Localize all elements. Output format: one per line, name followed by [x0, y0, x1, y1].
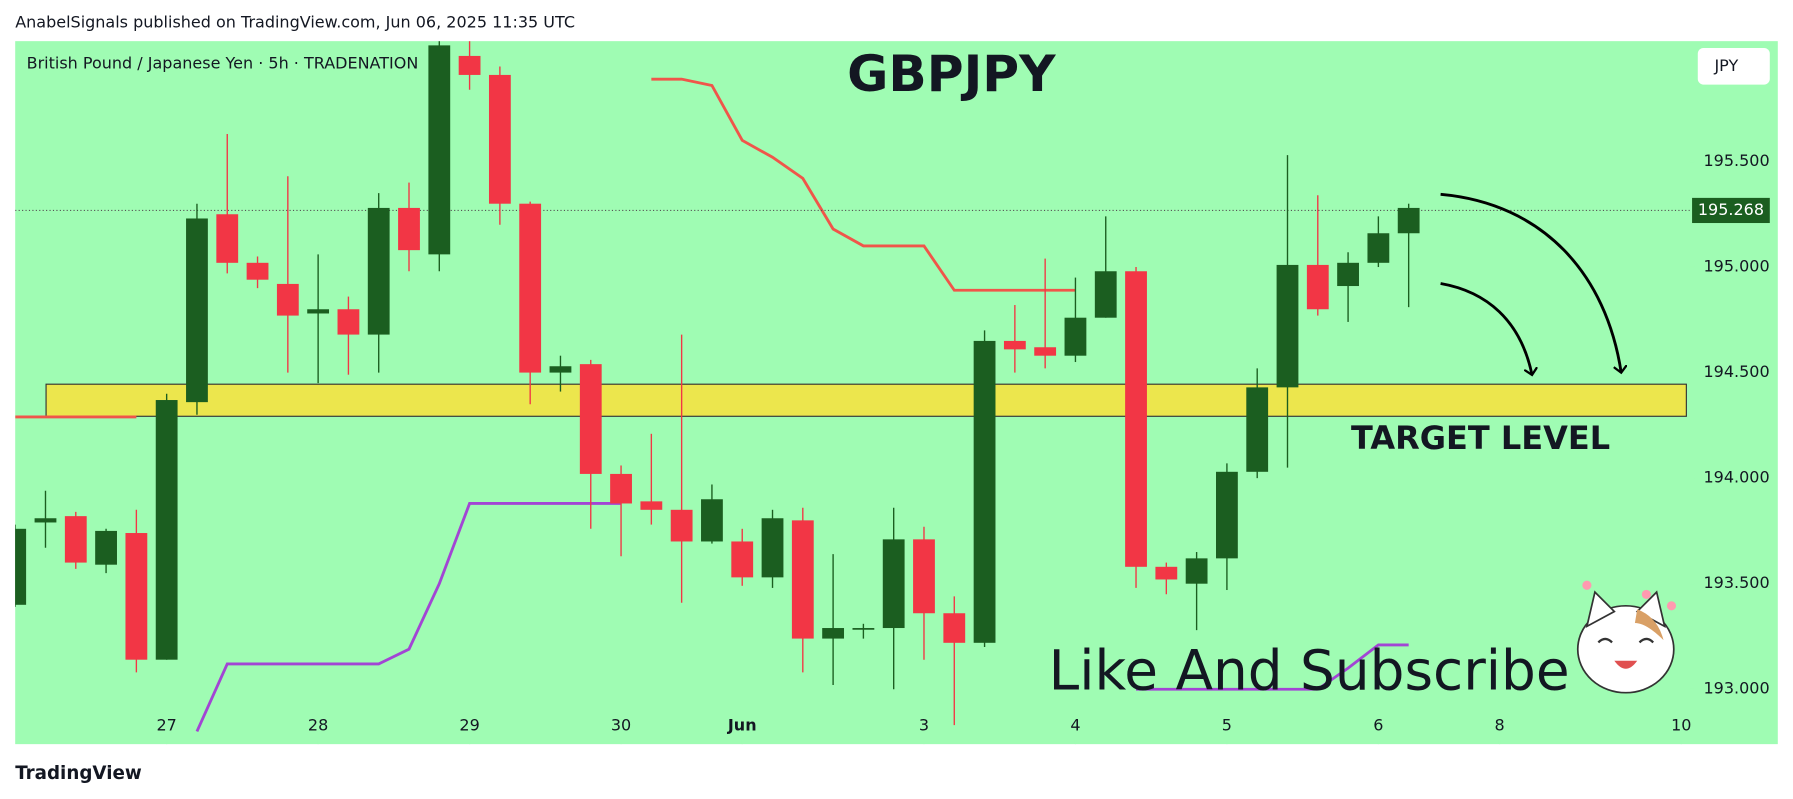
y-tick-label: 195.500	[1704, 151, 1770, 170]
candle-body	[791, 520, 814, 639]
y-tick-label: 193.000	[1704, 679, 1770, 698]
x-tick-label: 30	[611, 715, 631, 734]
candle-body	[852, 628, 875, 630]
candle-body	[943, 613, 966, 643]
candle-body	[64, 516, 87, 563]
candle-body	[488, 74, 511, 204]
x-tick-label: 6	[1373, 715, 1383, 734]
x-tick-label: 4	[1070, 715, 1080, 734]
currency-button[interactable]	[1697, 48, 1770, 85]
candle-body	[1216, 471, 1238, 559]
candle-body	[276, 283, 299, 316]
candle-body	[822, 628, 845, 639]
x-tick-label: 8	[1494, 715, 1504, 734]
candle-body	[186, 218, 208, 403]
candle-body	[1397, 207, 1420, 234]
candle-body	[428, 45, 451, 255]
plot-area	[15, 41, 1690, 733]
arrow	[1440, 192, 1622, 372]
candle-body	[731, 541, 754, 578]
candle-body	[1125, 271, 1147, 567]
y-tick-label: 194.000	[1704, 468, 1770, 487]
candle-body	[337, 309, 360, 335]
price-tag-label: 195.268	[1698, 200, 1764, 219]
candle-body	[1306, 264, 1329, 310]
y-tick-label: 195.000	[1704, 257, 1770, 276]
arrow	[1440, 282, 1532, 374]
indicator-line	[195, 502, 1409, 733]
candle-body	[1155, 566, 1178, 580]
candle-body	[549, 366, 572, 373]
candle-body	[913, 539, 935, 614]
target-label: TARGET LEVEL	[1351, 419, 1610, 457]
candle-body	[1367, 233, 1390, 263]
candle-body	[1034, 347, 1057, 356]
candle-body	[367, 207, 390, 335]
indicator-line	[15, 77, 1076, 419]
candle-body	[1064, 317, 1087, 356]
candle-body	[761, 518, 784, 578]
x-tick-label: 27	[156, 715, 176, 734]
candle-body	[95, 530, 117, 565]
x-tick-label: 29	[459, 715, 479, 734]
candle-body	[1337, 262, 1359, 287]
candle-body	[973, 340, 996, 643]
candle-body	[670, 509, 693, 542]
publish-header: AnabelSignals published on TradingView.c…	[15, 12, 575, 31]
y-tick-label: 194.500	[1704, 362, 1770, 381]
candle-body	[307, 309, 330, 314]
candle-body	[610, 473, 632, 504]
candle-body	[155, 400, 178, 660]
y-tick-label: 193.500	[1704, 573, 1770, 592]
candle-body	[1185, 558, 1208, 584]
x-tick-label: 10	[1671, 715, 1691, 734]
candle-body	[519, 203, 542, 373]
candle-body	[882, 539, 905, 629]
x-tick-label: 3	[919, 715, 929, 734]
candle-body	[216, 214, 239, 263]
symbol-info: British Pound / Japanese Yen · 5h · TRAD…	[27, 54, 419, 73]
candle-body	[34, 518, 57, 523]
chart-title: GBPJPY	[847, 44, 1056, 103]
x-tick-label: 5	[1222, 715, 1232, 734]
target-zone	[45, 383, 1687, 417]
x-tick-label: 28	[308, 715, 328, 734]
candle-body	[1003, 340, 1026, 350]
candle-body	[398, 207, 420, 251]
footer-logo: TradingView	[15, 763, 142, 784]
candle-body	[1094, 271, 1117, 318]
candle-body	[640, 501, 663, 510]
cat-sticker	[1576, 580, 1677, 694]
candle-body	[15, 528, 27, 605]
candle-body	[579, 364, 602, 474]
price-tag	[1692, 197, 1770, 224]
cta-text: Like And Subscribe	[1049, 639, 1570, 703]
candle-body	[1276, 264, 1299, 388]
candle-body	[125, 533, 148, 660]
currency-label[interactable]: JPY	[1713, 56, 1738, 75]
candle-body	[246, 262, 269, 280]
candle-body	[458, 55, 481, 75]
candle-body	[1246, 387, 1269, 472]
x-tick-label: Jun	[727, 715, 757, 734]
candle-body	[701, 499, 723, 542]
